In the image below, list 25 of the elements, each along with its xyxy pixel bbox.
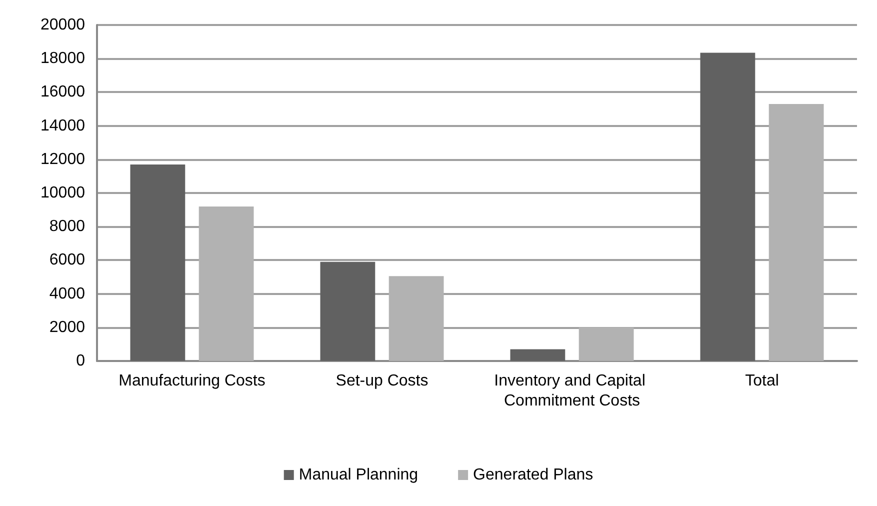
y-tick-label: 8000 [49,218,86,236]
y-tick-label: 0 [76,352,86,370]
y-tick-label: 2000 [49,318,86,336]
bar [768,104,824,361]
x-tick-label: Manufacturing Costs [118,372,266,390]
legend-label: Manual Planning [298,466,418,484]
bar [700,52,756,361]
bar [198,206,254,361]
bar [388,276,444,361]
y-tick-label: 18000 [40,50,86,68]
x-tick-label: Inventory and Capital Commitment Costs [494,372,650,410]
bar [510,349,566,361]
legend-label: Generated Plans [473,466,594,484]
y-tick-label: 20000 [40,16,86,34]
y-tick-label: 6000 [49,252,86,269]
y-tick-label: 10000 [40,184,86,202]
bar [130,164,186,361]
y-tick-label: 16000 [40,84,86,101]
y-tick-label: 14000 [40,117,86,134]
y-tick-label: 12000 [40,150,86,168]
bar [578,327,634,361]
bar [320,262,376,361]
x-tick-label: Total [745,372,779,390]
y-tick-label: 4000 [49,285,86,302]
x-tick-label: Set-up Costs [336,372,428,390]
